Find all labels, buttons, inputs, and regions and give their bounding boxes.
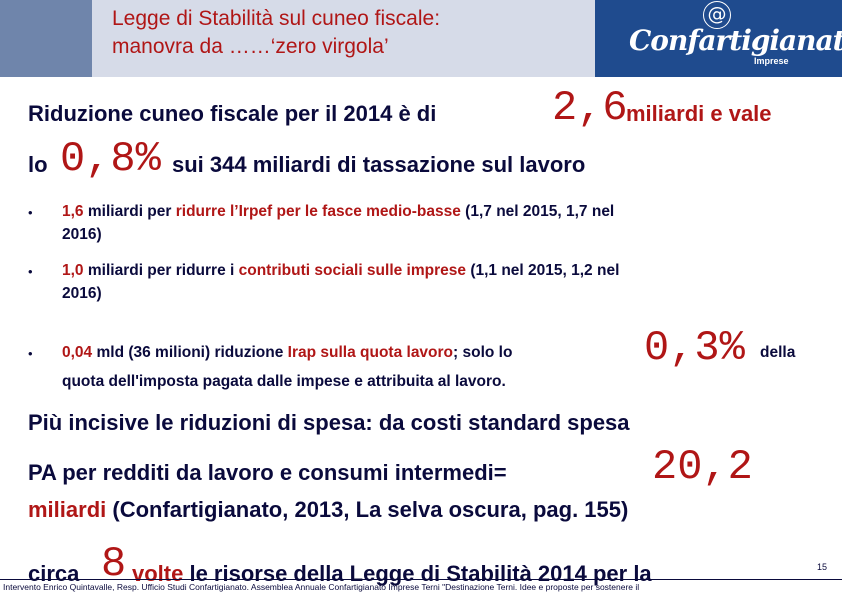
circa-big-value: 8 <box>101 540 127 588</box>
intro-text-2: miliardi e vale <box>626 101 772 126</box>
intro-big-value-2: 0,8% <box>60 135 161 183</box>
intro-line1: Riduzione cuneo fiscale per il 2014 è di <box>28 101 436 127</box>
bullet-dot: • <box>28 205 33 220</box>
bullet-2-line1: 1,0 miliardi per ridurre i contributi so… <box>62 262 620 279</box>
spesa-big-value: 20,2 <box>652 443 753 491</box>
confartigianato-logo: @ Confartigianato Imprese <box>595 0 842 77</box>
header-band <box>92 0 595 77</box>
page-number: 15 <box>817 562 828 572</box>
circa-rest: volte le risorse della Legge di Stabilit… <box>132 561 652 586</box>
logo-subtitle: Imprese <box>754 56 789 66</box>
bullet-3-value: 0,04 <box>62 344 93 361</box>
footer-text: Intervento Enrico Quintavalle, Resp. Uff… <box>3 582 640 592</box>
slide-title-line1: Legge di Stabilità sul cuneo fiscale: <box>112 7 441 30</box>
at-sign-icon: @ <box>703 1 731 29</box>
footer-divider <box>0 579 842 580</box>
spesa-line3: miliardi (Confartigianato, 2013, La selv… <box>28 497 629 522</box>
bullet-1-value: 1,6 <box>62 203 84 220</box>
intro-text-4: sui 344 miliardi di tassazione sul lavor… <box>172 152 586 177</box>
header-accent-block <box>0 0 92 77</box>
bullet-3-line1: 0,04 mld (36 milioni) riduzione Irap sul… <box>62 344 513 361</box>
bullet-3-text-della: della <box>760 344 796 361</box>
bullet-3-line2: quota dell'imposta pagata dalle impese e… <box>62 373 506 390</box>
bullet-dot: • <box>28 346 33 361</box>
intro-big-value-1: 2,6 <box>552 84 628 132</box>
circa-text: circa <box>28 561 80 586</box>
bullet-1-line1: 1,6 miliardi per ridurre l’Irpef per le … <box>62 203 615 220</box>
intro-text-3: lo <box>28 152 48 177</box>
logo-wordmark: Confartigianato <box>629 24 842 57</box>
bullet-2-line2: 2016) <box>62 285 102 302</box>
bullet-dot: • <box>28 264 33 279</box>
slide-title: Legge di Stabilità sul cuneo fiscale: ma… <box>112 5 582 61</box>
spesa-line1: Più incisive le riduzioni di spesa: da c… <box>28 410 630 435</box>
bullet-3-big-value: 0,3% <box>644 324 745 372</box>
intro-text-1: Riduzione cuneo fiscale per il 2014 è di <box>28 101 437 126</box>
slide-title-line2: manovra da ……‘zero virgola’ <box>112 35 389 58</box>
bullet-2-value: 1,0 <box>62 262 84 279</box>
bullet-1-line2: 2016) <box>62 226 102 243</box>
spesa-line2: PA per redditi da lavoro e consumi inter… <box>28 460 507 485</box>
